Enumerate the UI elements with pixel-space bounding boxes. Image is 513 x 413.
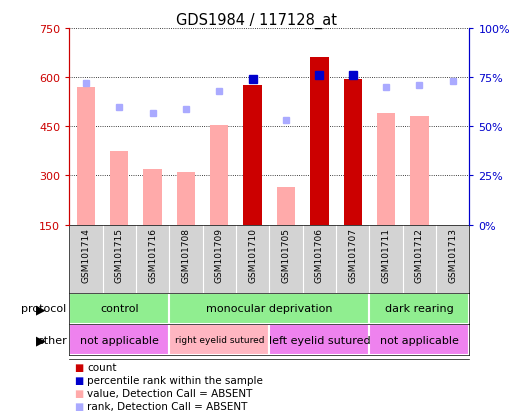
Bar (69, 324, 169, 355)
Text: GSM101712: GSM101712 (415, 227, 424, 282)
Text: GDS1984 / 117128_at: GDS1984 / 117128_at (176, 12, 337, 28)
Text: other: other (37, 335, 67, 345)
Bar (277, 188, 295, 225)
Text: percentile rank within the sample: percentile rank within the sample (87, 375, 263, 385)
Text: ▶: ▶ (36, 302, 46, 315)
Bar (210, 126, 228, 225)
Text: GSM101716: GSM101716 (148, 227, 157, 282)
Bar (77, 88, 95, 225)
Bar (377, 114, 395, 225)
Text: GSM101715: GSM101715 (115, 227, 124, 282)
Bar (369, 324, 469, 355)
Text: GSM101706: GSM101706 (315, 227, 324, 282)
Text: ■: ■ (74, 388, 84, 398)
Text: GSM101710: GSM101710 (248, 227, 257, 282)
Text: GSM101711: GSM101711 (382, 227, 390, 282)
Bar (410, 117, 428, 225)
Text: count: count (87, 362, 117, 372)
Text: ■: ■ (74, 362, 84, 372)
Bar (169, 293, 369, 324)
Text: GSM101714: GSM101714 (82, 227, 90, 282)
Text: right eyelid sutured: right eyelid sutured (174, 335, 264, 344)
Bar (369, 293, 469, 324)
Text: GSM101707: GSM101707 (348, 227, 357, 282)
Bar (269, 324, 369, 355)
Text: GSM101709: GSM101709 (215, 227, 224, 282)
Bar (344, 80, 362, 225)
Text: value, Detection Call = ABSENT: value, Detection Call = ABSENT (87, 388, 252, 398)
Text: GSM101713: GSM101713 (448, 227, 457, 282)
Text: ■: ■ (74, 401, 84, 411)
Bar (177, 173, 195, 225)
Bar (69, 293, 169, 324)
Text: control: control (100, 304, 139, 314)
Text: rank, Detection Call = ABSENT: rank, Detection Call = ABSENT (87, 401, 248, 411)
Text: ▶: ▶ (36, 333, 46, 346)
Text: ■: ■ (74, 375, 84, 385)
Bar (169, 324, 269, 355)
Text: GSM101708: GSM101708 (182, 227, 190, 282)
Text: not applicable: not applicable (80, 335, 159, 345)
Text: not applicable: not applicable (380, 335, 459, 345)
Text: dark rearing: dark rearing (385, 304, 454, 314)
Bar (310, 58, 328, 225)
Text: left eyelid sutured: left eyelid sutured (268, 335, 370, 345)
Text: GSM101705: GSM101705 (282, 227, 290, 282)
Bar (110, 152, 128, 225)
Text: monocular deprivation: monocular deprivation (206, 304, 332, 314)
Bar (244, 86, 262, 225)
Text: protocol: protocol (22, 304, 67, 314)
Bar (144, 169, 162, 225)
